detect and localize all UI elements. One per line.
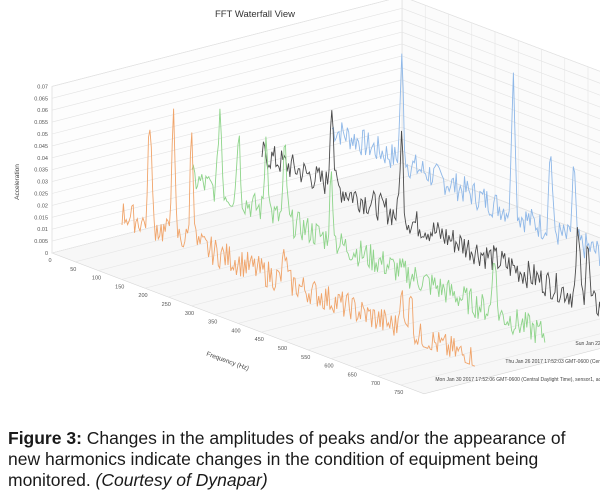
x-axis-label: Frequency (Hz) — [205, 351, 249, 373]
x-tick-label: 550 — [301, 355, 310, 361]
x-tick-label: 200 — [138, 293, 147, 299]
y-axis-label: Acceleration — [14, 164, 21, 200]
y-tick-label: 0.05 — [37, 132, 48, 138]
x-axis-ticks: 0 50 100 150 200 250 300 350 400 450 500 550 600 650 7… — [48, 258, 403, 396]
x-tick-label: 300 — [185, 311, 194, 317]
series-line — [191, 108, 546, 344]
x-tick-label: 0 — [48, 258, 51, 264]
chart-walls — [51, 0, 600, 395]
y-gridline — [51, 0, 600, 87]
floor-gridline — [354, 303, 600, 368]
y-tick-label: 0.06 — [37, 108, 48, 114]
x-tick-label: 450 — [255, 337, 264, 343]
y-tick-label: 0.02 — [37, 203, 48, 209]
y-tick-label: 0.055 — [34, 120, 48, 126]
x-tick-label: 50 — [70, 267, 76, 273]
x-tick-label: 700 — [371, 381, 380, 387]
x-tick-label: 350 — [208, 320, 217, 326]
floor-gridline — [51, 162, 403, 254]
y-tick-label: 0.01 — [37, 227, 48, 233]
x-tick-label: 250 — [162, 302, 171, 308]
series-lines — [121, 53, 600, 367]
x-tick-label: 100 — [92, 276, 101, 282]
y-tick-label: 0.015 — [34, 215, 48, 221]
x-tick-label: 150 — [115, 284, 124, 290]
floor-gridline — [144, 197, 496, 289]
fft-waterfall-chart: FFT Waterfall View 0 0.005 0.01 0.015 0.02 0.… — [14, 0, 600, 396]
series-labels: Wed Jan 18 2017 17:26:55 GMT-0600 (Centr… — [435, 341, 600, 383]
x-tick-label: 650 — [348, 372, 357, 378]
y-tick-label: 0.04 — [37, 156, 48, 162]
floor-gridline — [98, 180, 449, 271]
floor-gridline — [377, 318, 600, 377]
series-label: Sun Jan 22 2017 17:51:55 GMT-0600 (Centr… — [575, 341, 600, 347]
y-axis-ticks: 0 0.005 0.01 0.015 0.02 0.025 0.03 0.035 0.04 0.0… — [34, 84, 48, 257]
series-line — [261, 110, 600, 317]
y-tick-label: 0 — [45, 251, 48, 257]
y-tick-label: 0.025 — [34, 192, 48, 198]
x-tick-label: 600 — [324, 364, 333, 370]
x-tick-label: 500 — [278, 346, 287, 352]
chart-gridlines — [51, 0, 600, 386]
floor-gridline — [214, 224, 565, 315]
x-tick-label: 400 — [231, 328, 240, 334]
floor-gridline — [191, 215, 542, 307]
figure-label: Figure 3: — [8, 428, 82, 448]
floor-gridline — [121, 189, 472, 280]
x-tick-label: 750 — [394, 390, 403, 396]
caption-text: Changes in the amplitudes of peaks and/o… — [8, 428, 566, 490]
chart-title: FFT Waterfall View — [215, 9, 295, 20]
series-line — [121, 108, 476, 367]
floor-gridline — [168, 206, 519, 298]
caption-credit: (Courtesy of Dynapar) — [95, 470, 268, 490]
floor-gridline — [330, 289, 600, 359]
series-label: Thu Jan 26 2017 17:52:03 GMT-0600 (Centr… — [505, 359, 600, 365]
floor-gridline — [400, 333, 600, 386]
y-tick-label: 0.03 — [37, 180, 48, 186]
figure-caption: Figure 3: Changes in the amplitudes of p… — [8, 428, 596, 491]
y-tick-label: 0.065 — [34, 96, 48, 102]
y-tick-label: 0.045 — [34, 144, 48, 150]
y-tick-label: 0.07 — [37, 84, 48, 90]
floor-gridline — [307, 274, 600, 351]
y-tick-label: 0.035 — [34, 168, 48, 174]
series-line — [331, 53, 600, 267]
series-label: Mon Jan 30 2017 17:52:06 GMT-0600 (Centr… — [435, 377, 600, 383]
y-tick-label: 0.005 — [34, 239, 48, 245]
